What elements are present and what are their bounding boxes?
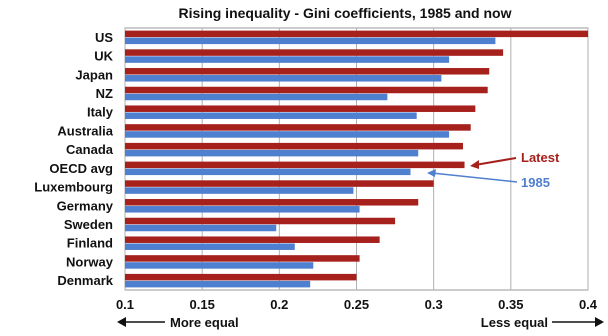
bar-1985 (125, 131, 450, 138)
bar-layer (125, 30, 588, 288)
category-label: UK (94, 49, 113, 64)
chart-title: Rising inequality - Gini coefficients, 1… (179, 5, 512, 21)
category-labels: US UK Japan NZ Italy Australia Canada OECD avg L… (34, 30, 114, 288)
bar-1985 (125, 224, 277, 232)
bar-1985 (125, 149, 419, 157)
latest-annotation-label: Latest (521, 150, 560, 165)
x-tick-labels: 0.1 0.15 0.2 0.25 0.3 0.35 0.4 (116, 297, 598, 312)
category-label: NZ (96, 86, 113, 101)
bar-1985 (125, 187, 354, 194)
category-label: Germany (57, 198, 114, 213)
x-tick-label: 0.1 (116, 297, 134, 312)
annotation-layer: Latest 1985 More equal Less equal (117, 150, 604, 330)
bar-latest (125, 68, 490, 75)
category-label: Denmark (57, 273, 113, 288)
bar-1985 (125, 37, 496, 45)
bar-latest (125, 180, 434, 187)
latest-pointer-arrowhead (470, 160, 479, 169)
bar-latest (125, 105, 476, 112)
x-tick-label: 0.4 (579, 297, 598, 312)
category-label: Japan (75, 67, 113, 82)
category-label: Luxembourg (34, 180, 113, 195)
category-label: Finland (67, 236, 113, 251)
less-equal-label: Less equal (481, 315, 548, 330)
base-pointer-arrowhead (427, 169, 436, 177)
grid-layer (124, 27, 589, 291)
bar-1985 (125, 75, 442, 82)
bar-1985 (125, 168, 411, 176)
category-label: US (95, 30, 113, 45)
bar-latest (125, 124, 471, 131)
bar-1985 (125, 280, 311, 288)
x-tick-label: 0.2 (270, 297, 288, 312)
x-tick-label: 0.3 (425, 297, 443, 312)
bar-1985 (125, 93, 388, 101)
category-label: Italy (87, 105, 114, 120)
category-label: Sweden (64, 217, 113, 232)
bar-latest (125, 217, 396, 225)
more-equal-label: More equal (170, 315, 239, 330)
x-tick-label: 0.25 (344, 297, 369, 312)
bar-1985 (125, 112, 417, 119)
bar-latest (125, 255, 360, 262)
base-annotation-label: 1985 (521, 175, 550, 190)
latest-pointer-line (474, 157, 517, 166)
bar-latest (125, 86, 488, 94)
x-tick-label: 0.15 (190, 297, 215, 312)
category-label: Canada (66, 142, 114, 157)
right-arrow-head (595, 317, 604, 327)
bar-1985 (125, 206, 360, 213)
bar-latest (125, 30, 588, 38)
bar-latest (125, 273, 357, 281)
bar-latest (125, 142, 463, 150)
x-tick-label: 0.35 (498, 297, 523, 312)
bar-1985 (125, 56, 450, 63)
bar-latest (125, 49, 504, 56)
left-arrow-head (117, 317, 126, 327)
bar-latest (125, 161, 465, 169)
base-pointer-line (431, 172, 518, 183)
bar-latest (125, 236, 380, 243)
bar-1985 (125, 243, 295, 250)
category-label: Australia (57, 123, 113, 138)
bar-latest (125, 199, 419, 206)
category-label: Norway (66, 254, 114, 269)
bar-1985 (125, 262, 314, 269)
category-label: OECD avg (49, 161, 113, 176)
